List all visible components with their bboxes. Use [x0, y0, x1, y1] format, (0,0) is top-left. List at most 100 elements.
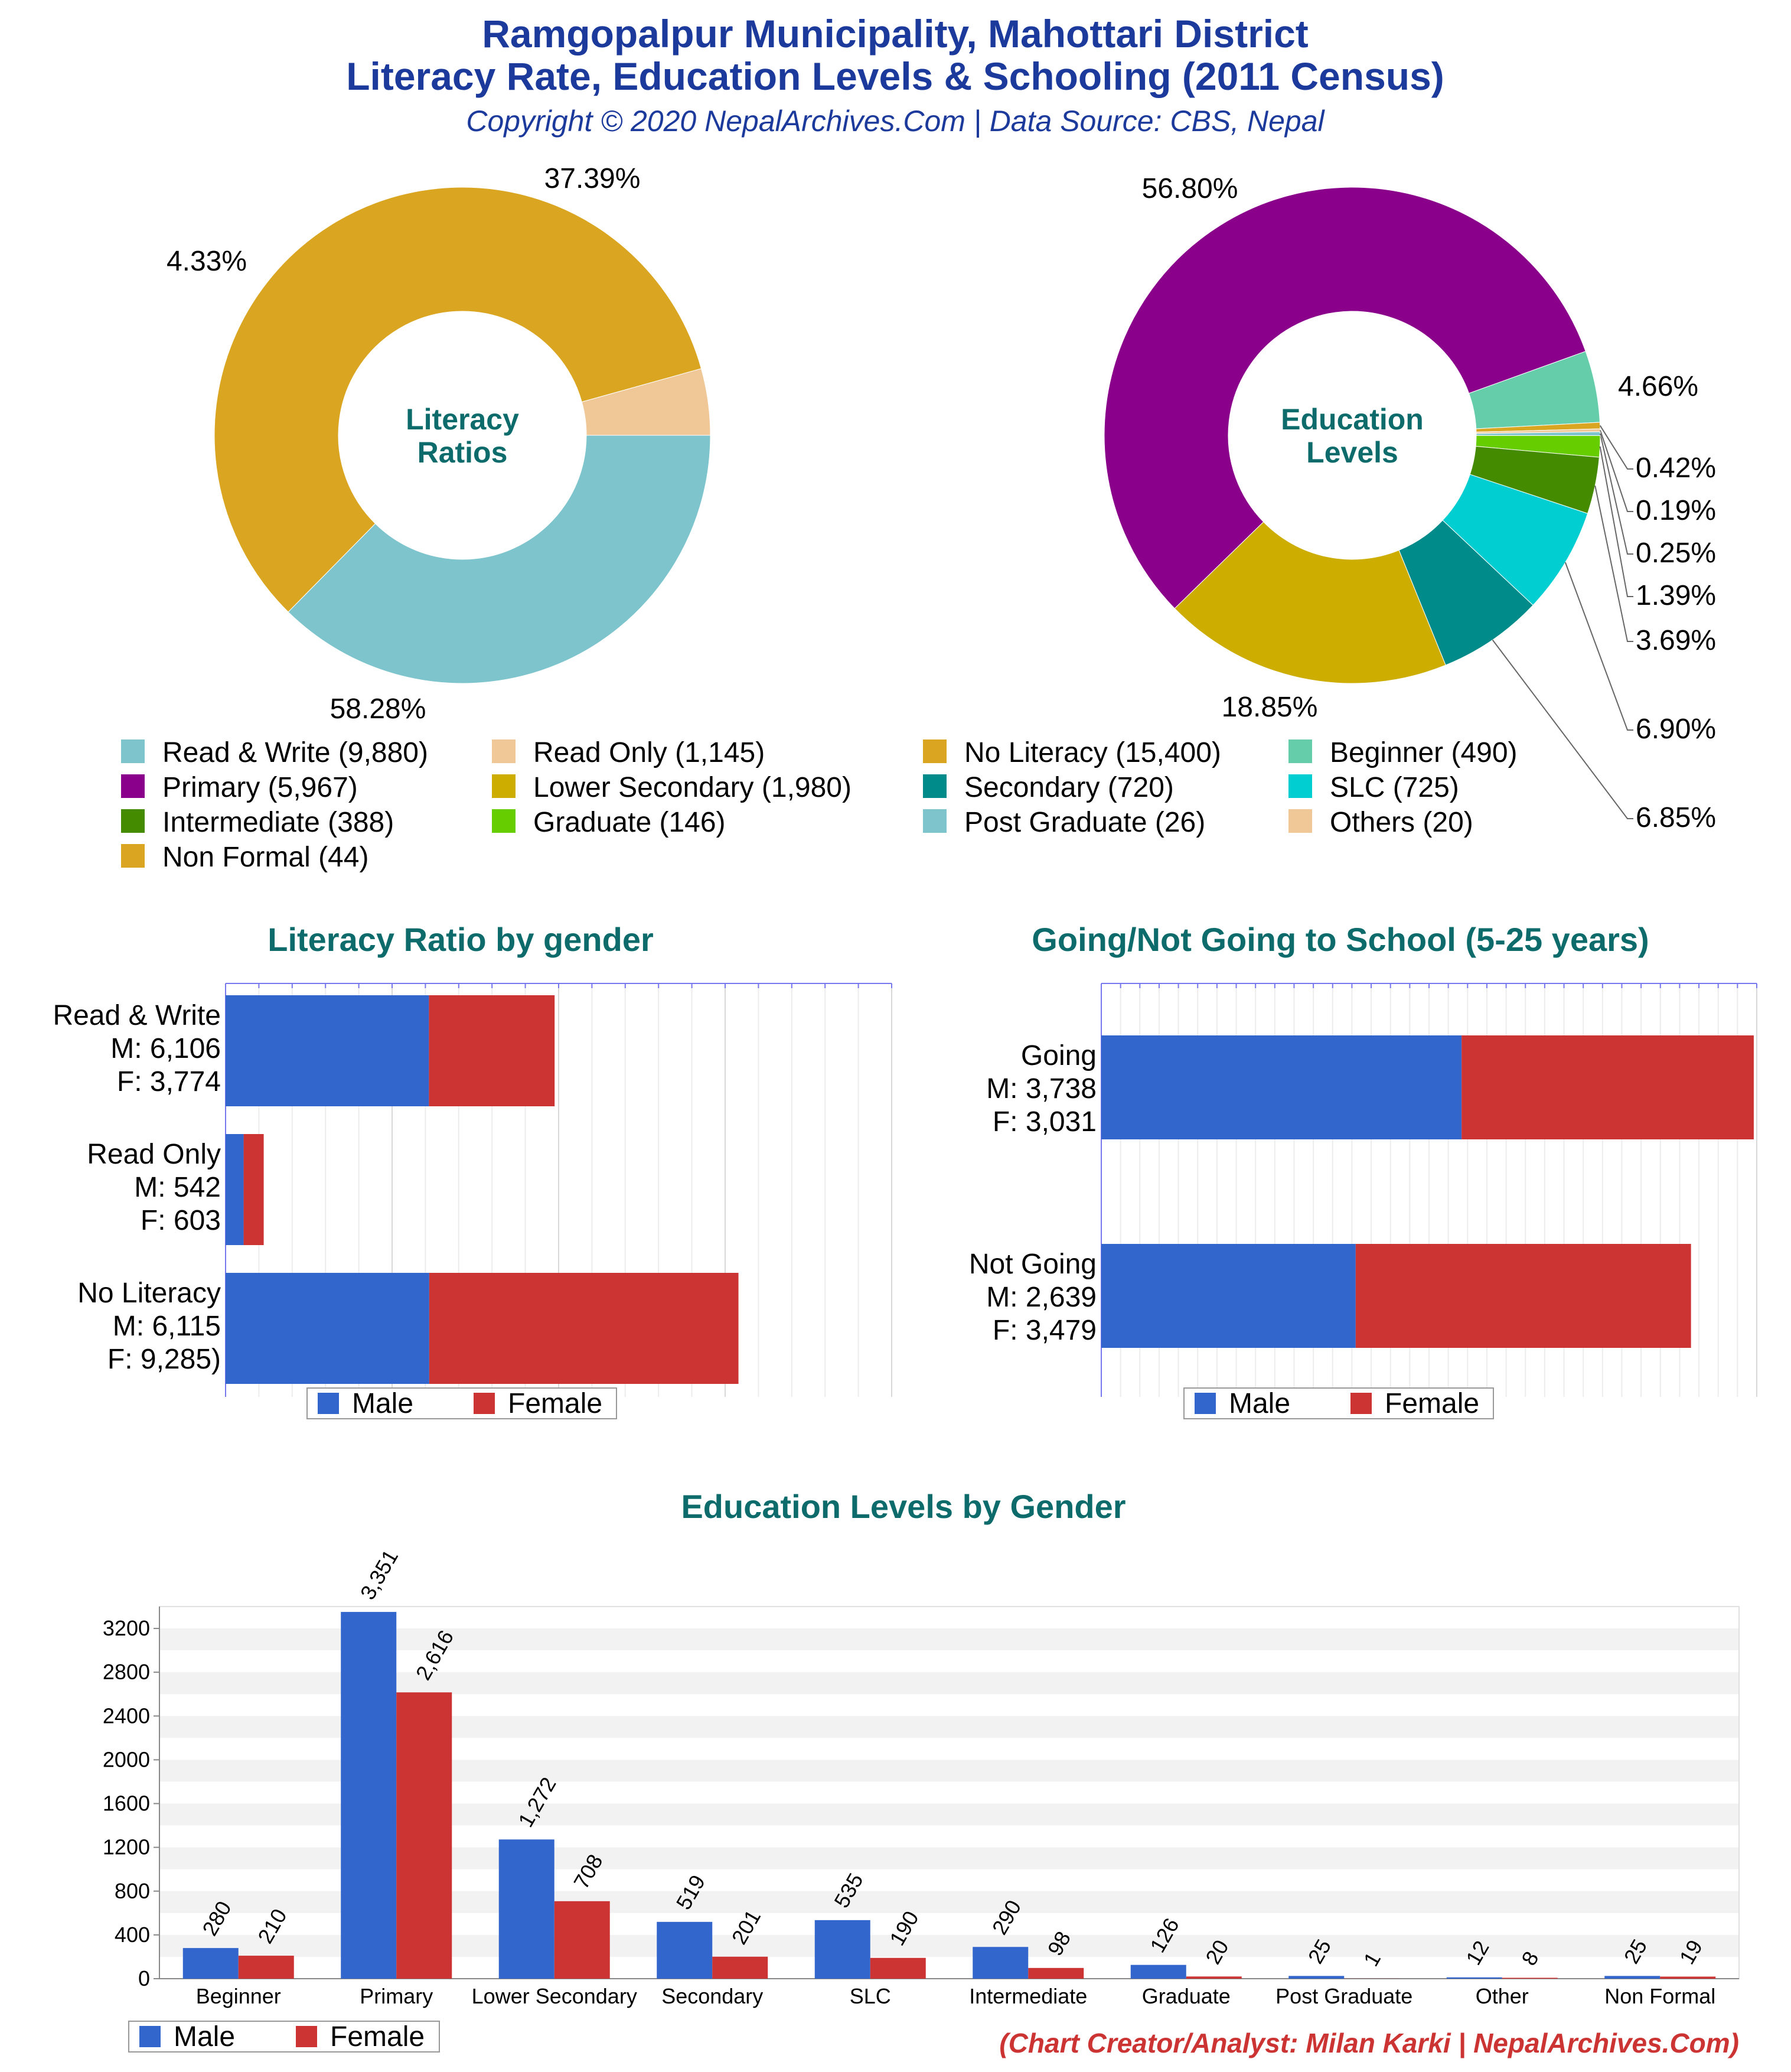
y-tick-label: 1200	[103, 1835, 150, 1859]
male-bar	[498, 1839, 554, 1979]
female-bar	[1660, 1976, 1716, 1979]
legend-label: No Literacy (15,400)	[964, 737, 1221, 768]
x-category-label: Lower Secondary	[472, 1984, 637, 2008]
female-swatch	[474, 1393, 495, 1414]
category-label: Going	[1021, 1040, 1097, 1071]
slice-percent-label: 6.90%	[1636, 714, 1716, 745]
slice-percent-label: 18.85%	[1222, 692, 1318, 723]
slice-percent-label: 6.85%	[1636, 802, 1716, 833]
leader-line	[1594, 486, 1633, 642]
male-bar	[814, 1920, 870, 1979]
female-bar	[1186, 1976, 1242, 1979]
category-label: F: 3,479	[993, 1315, 1097, 1346]
female-bar	[1502, 1977, 1558, 1979]
category-label: F: 3,031	[993, 1106, 1097, 1138]
slice-percent-label: 4.66%	[1618, 371, 1698, 402]
donut-center-label: Ratios	[417, 436, 508, 469]
male-bar	[182, 1948, 239, 1979]
donut-center-label: Education	[1281, 403, 1424, 436]
female-bar	[1028, 1967, 1084, 1979]
female-swatch	[296, 2026, 317, 2047]
category-label: No Literacy	[77, 1278, 221, 1309]
legend-swatch	[1288, 739, 1312, 763]
title-line-1: Ramgopalpur Municipality, Mahottari Dist…	[482, 12, 1309, 56]
female-bar	[429, 995, 555, 1106]
category-label: F: 603	[141, 1205, 221, 1236]
female-bar	[870, 1957, 926, 1979]
female-bar	[712, 1956, 768, 1979]
category-label: Not Going	[969, 1249, 1097, 1280]
leader-line	[1492, 639, 1633, 819]
x-category-label: Other	[1476, 1984, 1529, 2008]
y-tick-label: 0	[138, 1966, 150, 1990]
female-bar	[1461, 1035, 1754, 1139]
education-gender-title: Education Levels by Gender	[681, 1488, 1126, 1525]
male-bar	[973, 1947, 1029, 1979]
female-swatch	[1350, 1393, 1372, 1414]
x-category-label: Beginner	[196, 1984, 281, 2008]
credit: (Chart Creator/Analyst: Milan Karki | Ne…	[999, 2028, 1739, 2058]
legend-swatch	[492, 774, 516, 798]
leader-line	[1599, 430, 1633, 512]
category-label: F: 3,774	[117, 1066, 221, 1097]
female-bar	[243, 1134, 264, 1245]
legend-swatch	[1288, 809, 1312, 833]
male-bar	[1446, 1977, 1502, 1979]
category-label: F: 9,285)	[107, 1344, 221, 1375]
slice-percent-label: 4.33%	[167, 246, 247, 277]
female-legend-label: Female	[1385, 1388, 1479, 1419]
category-label: M: 6,106	[110, 1033, 221, 1064]
legend-label: Non Formal (44)	[162, 842, 368, 873]
legend-swatch	[923, 809, 947, 833]
leader-line	[1599, 446, 1633, 597]
legend-swatch	[121, 739, 145, 763]
title-line-2: Literacy Rate, Education Levels & School…	[346, 54, 1444, 98]
legend-swatch	[1288, 774, 1312, 798]
male-bar	[1101, 1035, 1462, 1139]
gender-legend-box	[1183, 1387, 1494, 1419]
legend-swatch	[923, 774, 947, 798]
legend-swatch	[121, 774, 145, 798]
grid-band	[159, 1672, 1739, 1695]
legend-swatch	[923, 739, 947, 763]
school-going-title: Going/Not Going to School (5-25 years)	[1032, 921, 1649, 958]
male-swatch	[1195, 1393, 1216, 1414]
male-bar	[341, 1612, 397, 1979]
male-swatch	[318, 1393, 339, 1414]
x-category-label: Intermediate	[969, 1984, 1087, 2008]
x-category-label: Post Graduate	[1275, 1984, 1412, 2008]
legend-swatch	[121, 844, 145, 868]
male-legend-label: Male	[174, 2021, 235, 2053]
slice-percent-label: 56.80%	[1142, 173, 1238, 204]
y-tick-label: 3200	[103, 1616, 150, 1640]
slice-percent-label: 58.28%	[330, 693, 426, 725]
female-legend-label: Female	[508, 1388, 602, 1419]
bar-value-label: 3,351	[355, 1546, 403, 1604]
donut-center-label: Levels	[1306, 436, 1398, 469]
legend-label: Post Graduate (26)	[964, 807, 1205, 838]
education-levels-donut: 4.66% 0.42% 0.19% 0.25% 1.39% 3.69% 6.90% 6.85%…	[1104, 173, 1716, 833]
legend-label: Read Only (1,145)	[533, 737, 765, 768]
male-legend-label: Male	[1229, 1388, 1290, 1419]
leader-line	[1600, 434, 1633, 555]
male-bar	[1288, 1976, 1345, 1979]
male-bar	[1130, 1965, 1186, 1979]
female-bar	[238, 1956, 294, 1979]
female-bar	[429, 1273, 739, 1384]
legend-label: Secondary (720)	[964, 772, 1174, 803]
leader-line	[1599, 425, 1633, 470]
legend-label: Beginner (490)	[1330, 737, 1518, 768]
y-tick-label: 2400	[103, 1703, 150, 1728]
donut-center-label: Literacy	[406, 403, 519, 436]
x-category-label: Graduate	[1142, 1984, 1231, 2008]
category-label: M: 2,639	[986, 1282, 1097, 1313]
legend-label: Graduate (146)	[533, 807, 726, 838]
gender-legend-box	[128, 2021, 440, 2053]
male-bar	[1101, 1244, 1356, 1348]
slice-read-write	[288, 435, 711, 684]
male-swatch	[139, 2026, 161, 2047]
category-label: M: 6,115	[113, 1311, 221, 1342]
